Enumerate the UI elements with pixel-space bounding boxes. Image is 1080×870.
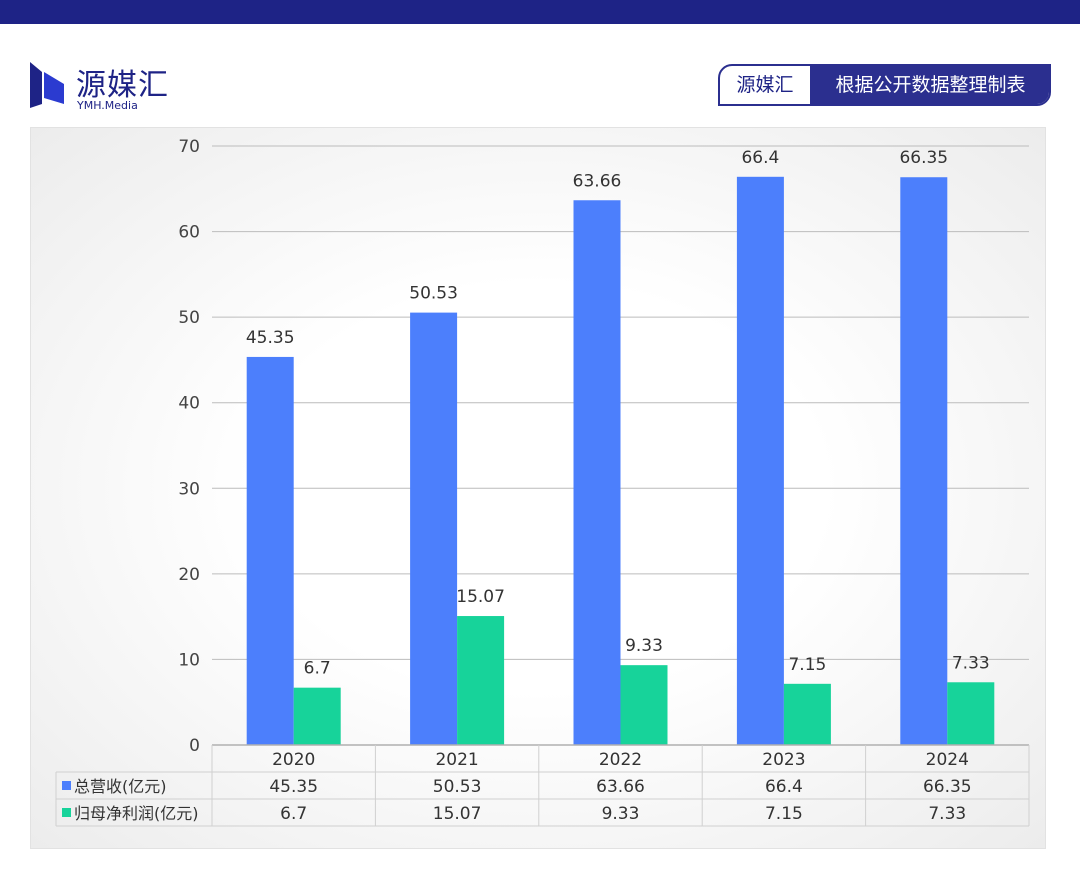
bar-net-profit (947, 682, 995, 745)
legend-label: 归母净利润(亿元) (74, 804, 199, 823)
y-tick-label: 70 (178, 137, 200, 157)
data-label: 45.35 (246, 328, 295, 348)
legend-label: 总营收(亿元) (74, 777, 167, 796)
brand-logo: 源媒汇 YMH.Media (30, 58, 200, 114)
logo-mark-icon (30, 62, 64, 108)
table-cell-value: 6.7 (280, 804, 307, 824)
y-tick-label: 50 (178, 308, 200, 328)
brand-name-en: YMH.Media (77, 99, 138, 112)
data-label: 15.07 (456, 587, 505, 607)
bar-chart: 0 10 20 30 40 50 60 70 45.35 50.53 63.66 66.4 66.35 6… (55, 137, 1030, 827)
bar-revenue (900, 177, 948, 745)
table-cell-value: 63.66 (596, 777, 645, 797)
x-tick-label: 2024 (926, 750, 969, 770)
legend-swatch (62, 808, 71, 817)
source-tag-note: 根据公开数据整理制表 (810, 66, 1049, 104)
table-cell-value: 66.35 (923, 777, 972, 797)
data-label: 6.7 (304, 659, 331, 679)
bar-net-profit (620, 665, 668, 745)
y-tick-label: 30 (178, 479, 200, 499)
brand-name-cn: 源媒汇 (76, 68, 169, 103)
y-tick-label: 40 (178, 394, 200, 414)
data-label: 63.66 (573, 171, 622, 191)
table-cell-value: 7.33 (928, 804, 966, 824)
x-tick-label: 2020 (272, 750, 315, 770)
bar-revenue (410, 312, 458, 745)
x-tick-label: 2021 (435, 750, 478, 770)
data-label: 66.35 (899, 148, 948, 168)
table-cell-value: 15.07 (433, 804, 482, 824)
data-label: 66.4 (741, 148, 779, 168)
data-label: 9.33 (625, 636, 663, 656)
source-tag-brand: 源媒汇 (736, 74, 794, 96)
y-tick-label: 0 (189, 736, 200, 756)
data-label: 7.33 (952, 653, 990, 673)
table-cell-value: 45.35 (269, 777, 318, 797)
y-tick-label: 60 (178, 223, 200, 243)
bar-net-profit (293, 687, 341, 745)
chart-panel: 0 10 20 30 40 50 60 70 45.35 50.53 63.66 66.4 66.35 6… (30, 127, 1046, 849)
top-banner (0, 0, 1080, 24)
bar-net-profit (457, 616, 505, 745)
bar-revenue (736, 176, 784, 745)
bar-revenue (246, 356, 294, 745)
table-cell-value: 9.33 (602, 804, 640, 824)
table-cell-value: 7.15 (765, 804, 803, 824)
table-cell-value: 50.53 (433, 777, 482, 797)
data-label: 7.15 (788, 655, 826, 675)
data-label: 50.53 (409, 284, 458, 304)
source-tag: 源媒汇 根据公开数据整理制表 (718, 64, 1051, 106)
x-tick-label: 2023 (762, 750, 805, 770)
bar-net-profit (783, 683, 831, 745)
bar-revenue (573, 200, 621, 745)
legend-swatch (62, 781, 71, 790)
y-tick-label: 20 (178, 565, 200, 585)
y-tick-label: 10 (178, 650, 200, 670)
x-tick-label: 2022 (599, 750, 642, 770)
table-cell-value: 66.4 (765, 777, 803, 797)
